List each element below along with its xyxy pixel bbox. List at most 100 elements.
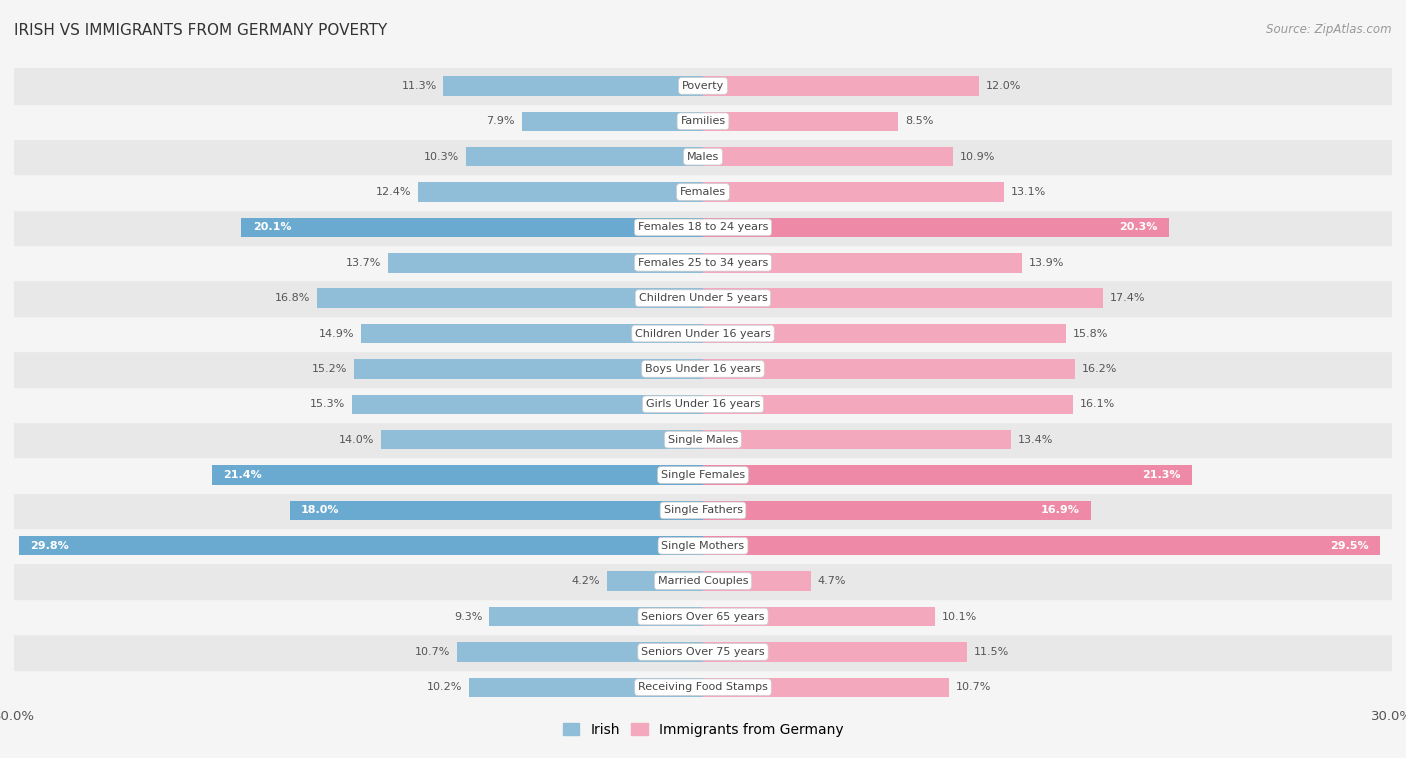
- Text: 15.2%: 15.2%: [312, 364, 347, 374]
- Text: 13.9%: 13.9%: [1029, 258, 1064, 268]
- Bar: [14, 599, 1392, 634]
- Text: 8.5%: 8.5%: [905, 116, 934, 127]
- Bar: [242, 218, 703, 237]
- Text: 11.5%: 11.5%: [974, 647, 1010, 657]
- Text: 21.4%: 21.4%: [224, 470, 262, 480]
- Text: 21.3%: 21.3%: [1142, 470, 1181, 480]
- Bar: [418, 183, 703, 202]
- Text: Single Fathers: Single Fathers: [664, 506, 742, 515]
- Bar: [443, 77, 703, 96]
- Text: Females: Females: [681, 187, 725, 197]
- Bar: [388, 253, 703, 273]
- Bar: [703, 288, 1102, 308]
- Text: Families: Families: [681, 116, 725, 127]
- Bar: [606, 572, 703, 591]
- Text: Single Mothers: Single Mothers: [661, 540, 745, 551]
- Text: 13.4%: 13.4%: [1018, 434, 1053, 445]
- Bar: [361, 324, 703, 343]
- Bar: [290, 501, 703, 520]
- Bar: [14, 68, 1392, 104]
- Bar: [703, 183, 1004, 202]
- Bar: [14, 387, 1392, 422]
- Text: 29.5%: 29.5%: [1330, 540, 1369, 551]
- Text: 11.3%: 11.3%: [401, 81, 437, 91]
- Bar: [211, 465, 703, 485]
- Text: Girls Under 16 years: Girls Under 16 years: [645, 399, 761, 409]
- Text: 18.0%: 18.0%: [301, 506, 340, 515]
- Bar: [489, 607, 703, 626]
- Text: 16.8%: 16.8%: [276, 293, 311, 303]
- Bar: [14, 457, 1392, 493]
- Text: Source: ZipAtlas.com: Source: ZipAtlas.com: [1267, 23, 1392, 36]
- Bar: [703, 111, 898, 131]
- Bar: [318, 288, 703, 308]
- Text: Poverty: Poverty: [682, 81, 724, 91]
- Bar: [14, 316, 1392, 351]
- Bar: [354, 359, 703, 379]
- Text: 16.9%: 16.9%: [1040, 506, 1080, 515]
- Bar: [703, 501, 1091, 520]
- Text: Seniors Over 75 years: Seniors Over 75 years: [641, 647, 765, 657]
- Legend: Irish, Immigrants from Germany: Irish, Immigrants from Germany: [557, 718, 849, 743]
- Bar: [14, 493, 1392, 528]
- Bar: [381, 430, 703, 449]
- Bar: [703, 465, 1192, 485]
- Text: 29.8%: 29.8%: [30, 540, 69, 551]
- Text: 20.1%: 20.1%: [253, 222, 291, 233]
- Bar: [703, 536, 1381, 556]
- Text: Married Couples: Married Couples: [658, 576, 748, 586]
- Text: 12.0%: 12.0%: [986, 81, 1021, 91]
- Bar: [703, 430, 1011, 449]
- Text: Females 25 to 34 years: Females 25 to 34 years: [638, 258, 768, 268]
- Bar: [703, 77, 979, 96]
- Text: 14.9%: 14.9%: [318, 328, 354, 339]
- Bar: [468, 678, 703, 697]
- Bar: [18, 536, 703, 556]
- Bar: [352, 394, 703, 414]
- Text: 9.3%: 9.3%: [454, 612, 482, 622]
- Text: Children Under 16 years: Children Under 16 years: [636, 328, 770, 339]
- Text: 10.1%: 10.1%: [942, 612, 977, 622]
- Bar: [703, 147, 953, 167]
- Text: Children Under 5 years: Children Under 5 years: [638, 293, 768, 303]
- Bar: [14, 280, 1392, 316]
- Text: 15.3%: 15.3%: [309, 399, 344, 409]
- Bar: [703, 218, 1170, 237]
- Text: IRISH VS IMMIGRANTS FROM GERMANY POVERTY: IRISH VS IMMIGRANTS FROM GERMANY POVERTY: [14, 23, 387, 38]
- Text: Single Females: Single Females: [661, 470, 745, 480]
- Bar: [457, 642, 703, 662]
- Bar: [14, 245, 1392, 280]
- Bar: [14, 669, 1392, 705]
- Bar: [703, 572, 811, 591]
- Bar: [14, 210, 1392, 245]
- Text: Seniors Over 65 years: Seniors Over 65 years: [641, 612, 765, 622]
- Text: 13.7%: 13.7%: [346, 258, 381, 268]
- Text: 4.2%: 4.2%: [571, 576, 599, 586]
- Bar: [14, 528, 1392, 563]
- Bar: [14, 422, 1392, 457]
- Text: 7.9%: 7.9%: [486, 116, 515, 127]
- Text: 10.3%: 10.3%: [425, 152, 460, 161]
- Bar: [14, 563, 1392, 599]
- Text: 13.1%: 13.1%: [1011, 187, 1046, 197]
- Bar: [14, 139, 1392, 174]
- Text: Males: Males: [688, 152, 718, 161]
- Bar: [14, 174, 1392, 210]
- Text: Females 18 to 24 years: Females 18 to 24 years: [638, 222, 768, 233]
- Bar: [14, 104, 1392, 139]
- Text: 16.2%: 16.2%: [1083, 364, 1118, 374]
- Bar: [703, 359, 1076, 379]
- Text: 10.7%: 10.7%: [415, 647, 450, 657]
- Text: 16.1%: 16.1%: [1080, 399, 1115, 409]
- Text: 14.0%: 14.0%: [339, 434, 374, 445]
- Bar: [467, 147, 703, 167]
- Text: 10.2%: 10.2%: [426, 682, 461, 692]
- Bar: [703, 607, 935, 626]
- Text: 10.9%: 10.9%: [960, 152, 995, 161]
- Text: Single Males: Single Males: [668, 434, 738, 445]
- Bar: [703, 394, 1073, 414]
- Bar: [703, 642, 967, 662]
- Bar: [522, 111, 703, 131]
- Bar: [703, 324, 1066, 343]
- Bar: [14, 634, 1392, 669]
